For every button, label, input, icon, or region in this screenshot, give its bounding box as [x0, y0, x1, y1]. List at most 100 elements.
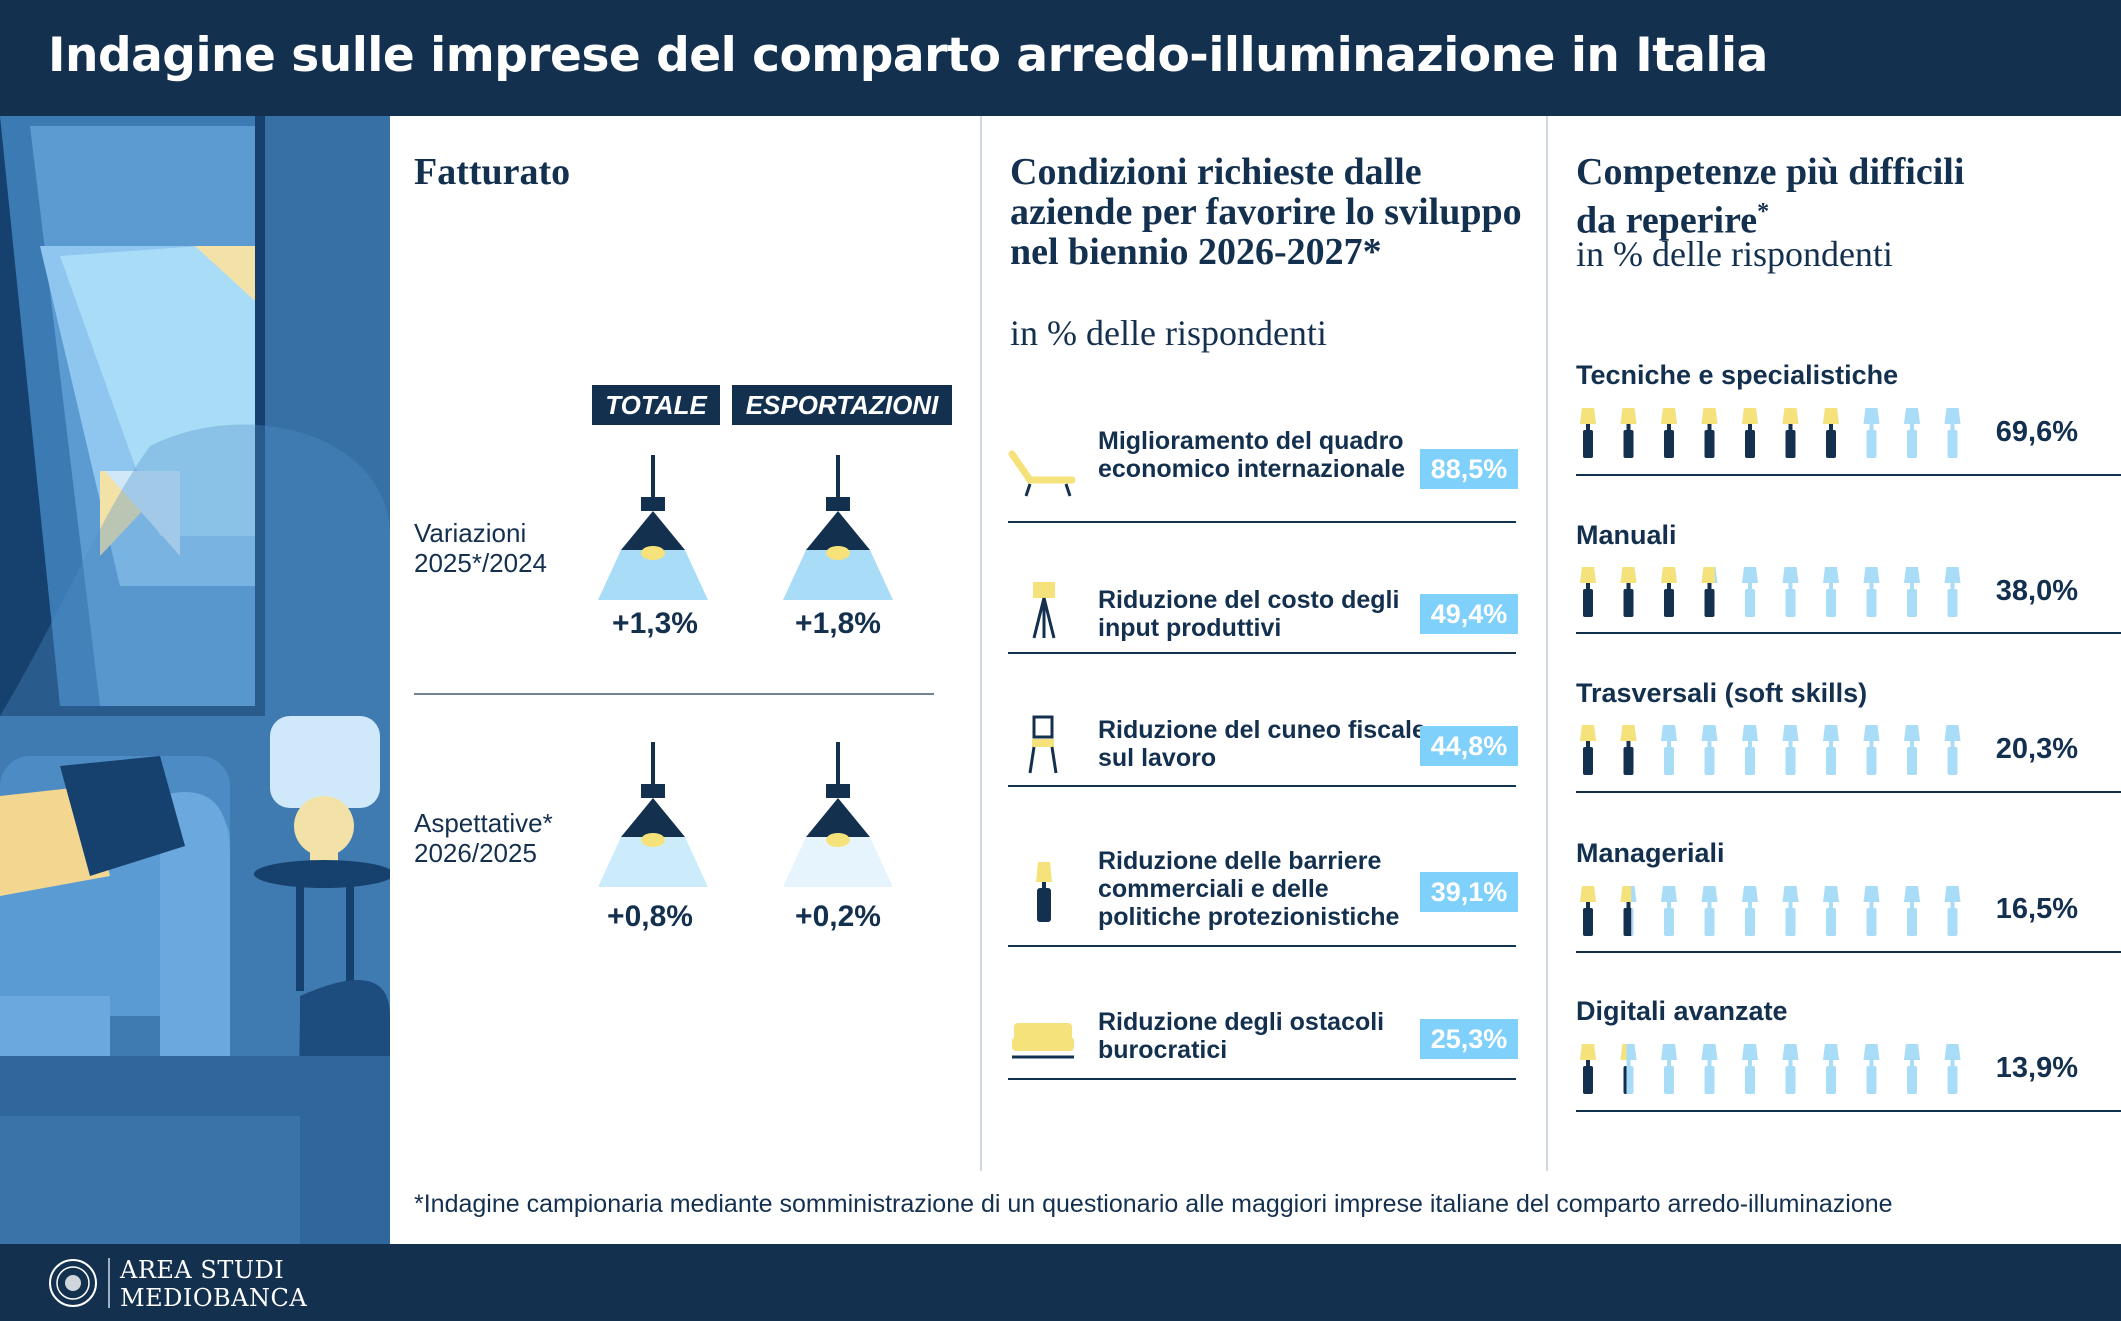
header-bar: Indagine sulle imprese del comparto arre…	[0, 0, 2121, 116]
skill-value: 69,6%	[1995, 416, 2078, 448]
condition-label: Riduzione del costo degli input produtti…	[1098, 586, 1400, 642]
condition-value-badge: 49,4%	[1420, 594, 1518, 634]
lamp-pictogram	[1782, 725, 1799, 775]
condizioni-subtitle: in % delle rispondenti	[1010, 313, 1327, 353]
lamp-pictogram	[1904, 886, 1920, 936]
lamp-pictogram	[1620, 886, 1637, 936]
condition-label: Riduzione delle barriere commerciali e d…	[1098, 847, 1400, 931]
divider	[1008, 1078, 1516, 1080]
condition-value-badge: 88,5%	[1420, 449, 1518, 489]
lamp-pictogram	[1701, 567, 1718, 617]
lamp-pictogram	[1742, 1044, 1758, 1094]
lamp-pictogram	[1944, 567, 1961, 617]
logo-separator	[108, 1258, 110, 1308]
lamp-pictogram	[1782, 408, 1799, 458]
lamp-pictogram	[1823, 725, 1839, 775]
lamp-pictogram	[1701, 725, 1718, 775]
skill-label: Trasversali (soft skills)	[1576, 678, 1868, 708]
footnote: *Indagine campionaria mediante somminist…	[414, 1190, 1893, 1218]
lamp-pictogram	[1944, 725, 1961, 775]
lamp-pictogram	[1782, 1044, 1799, 1094]
skill-label: Manageriali	[1576, 838, 1725, 868]
table-lamp-icon	[1036, 862, 1052, 922]
skill-label: Manuali	[1576, 520, 1677, 550]
value-variazioni-totale: +1,3%	[612, 607, 698, 640]
lamp-pictogram	[1580, 408, 1596, 458]
value-aspettative-totale: +0,8%	[607, 900, 693, 933]
skill-label: Digitali avanzate	[1576, 996, 1788, 1026]
lamp-pictogram	[1823, 567, 1839, 617]
lamp-pictogram	[1863, 886, 1880, 936]
sofa-icon	[1012, 1023, 1074, 1059]
lamp-pictogram	[1944, 1044, 1961, 1094]
lamp-pictogram	[1580, 1044, 1596, 1094]
lamp-pictogram	[1742, 567, 1758, 617]
lamp-pictogram	[1701, 408, 1718, 458]
condizioni-title: Condizioni richieste dalle aziende per f…	[1010, 151, 1522, 273]
lamp-pictogram	[1823, 886, 1839, 936]
condition-label: Riduzione degli ostacoli burocratici	[1098, 1008, 1385, 1064]
lamp-pictogram	[1823, 1044, 1839, 1094]
competenze-subtitle: in % delle rispondenti	[1576, 234, 1893, 274]
column-separator	[980, 116, 982, 1171]
skill-label: Tecniche e specialistiche	[1576, 360, 1899, 390]
lamp-pictogram	[1863, 408, 1880, 458]
lamp-pictogram	[1742, 886, 1758, 936]
lamp-pictogram	[1904, 1044, 1920, 1094]
divider	[1576, 1110, 2121, 1112]
lamp-pictogram	[1580, 886, 1596, 936]
divider	[1008, 945, 1516, 947]
lamp-pictogram	[1944, 886, 1961, 936]
pendant-lamp-icon	[598, 455, 708, 600]
lamp-pictogram	[1863, 567, 1880, 617]
lamp-pictogram	[1620, 725, 1637, 775]
lamp-pictogram	[1823, 408, 1839, 458]
lamp-pictogram	[1620, 1044, 1637, 1094]
lounge-chair-icon	[1008, 450, 1076, 497]
lamp-pictogram	[1661, 1044, 1677, 1094]
lamp-pictogram	[1661, 725, 1677, 775]
condition-value-badge: 39,1%	[1420, 872, 1518, 912]
lamp-pictogram	[1904, 725, 1920, 775]
divider	[1576, 791, 2121, 793]
skill-value: 20,3%	[1995, 733, 2078, 765]
skill-value: 16,5%	[1995, 893, 2078, 925]
lamp-pictogram	[1863, 725, 1880, 775]
skill-value: 13,9%	[1995, 1052, 2078, 1084]
divider	[1576, 474, 2121, 476]
value-variazioni-esportazioni: +1,8%	[795, 607, 881, 640]
floor-lamp-icon	[1032, 582, 1056, 639]
column-tag-esportazioni: ESPORTAZIONI	[732, 385, 952, 425]
divider	[1008, 521, 1516, 523]
column-tag-totale: TOTALE	[592, 385, 720, 425]
lamp-pictogram	[1661, 567, 1677, 617]
row-label-variazioni: Variazioni 2025*/2024	[414, 518, 548, 578]
lamp-pictogram	[1701, 1044, 1718, 1094]
skill-lamp-row	[1580, 408, 1961, 458]
lamp-pictogram	[1782, 886, 1799, 936]
skill-lamp-row	[1580, 1044, 1961, 1094]
pendant-lamp-icon	[598, 742, 708, 887]
footer-brand: AREA STUDI MEDIOBANCA	[120, 1256, 308, 1312]
column-separator	[1546, 116, 1548, 1171]
lamp-pictogram	[1580, 725, 1596, 775]
pendant-lamp-icon	[783, 742, 893, 887]
lamp-pictogram	[1904, 408, 1920, 458]
lamp-pictogram	[1742, 725, 1758, 775]
condition-value-badge: 44,8%	[1420, 726, 1518, 766]
lamp-pictogram	[1620, 408, 1637, 458]
lamp-pictogram	[1580, 567, 1596, 617]
skill-value: 38,0%	[1995, 575, 2078, 607]
row-label-aspettative: Aspettative* 2026/2025	[414, 808, 553, 868]
divider	[1008, 652, 1516, 654]
divider	[1008, 785, 1516, 787]
lamp-pictogram	[1701, 886, 1718, 936]
lamp-pictogram	[1863, 1044, 1880, 1094]
condition-label: Riduzione del cuneo fiscale sul lavoro	[1098, 716, 1426, 772]
condition-value-badge: 25,3%	[1420, 1019, 1518, 1059]
page-title: Indagine sulle imprese del comparto arre…	[48, 28, 1768, 83]
skill-lamp-row	[1580, 886, 1961, 936]
mediobanca-seal-logo	[49, 1259, 97, 1307]
lamp-pictogram	[1620, 567, 1637, 617]
footer-bar: AREA STUDI MEDIOBANCA	[0, 1244, 2121, 1321]
